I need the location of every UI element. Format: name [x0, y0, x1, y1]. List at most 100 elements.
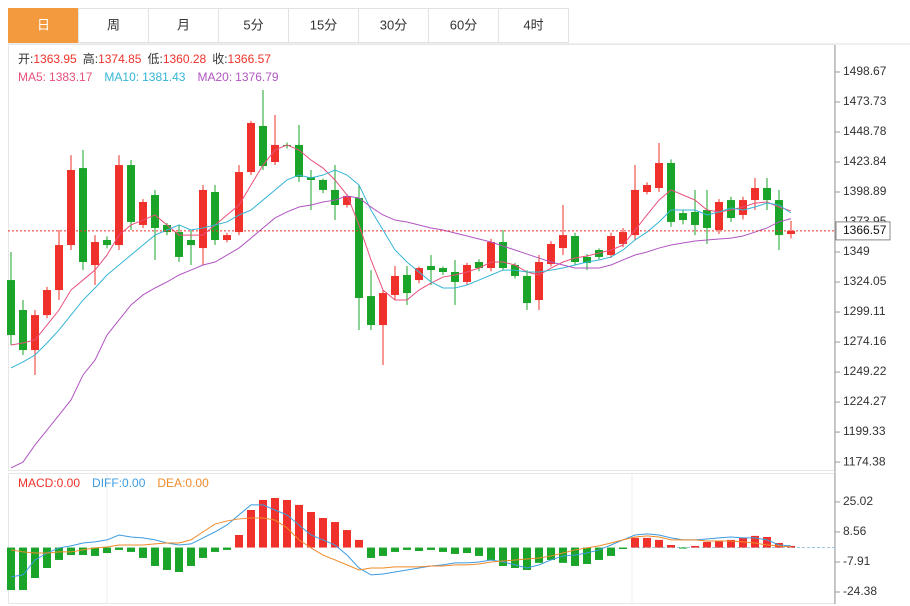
tab-label[interactable]: 月: [177, 17, 190, 32]
y-tick-label: 1274.16: [843, 334, 887, 348]
ma-legend-value: 1376.79: [235, 70, 279, 84]
macd-bar: [631, 537, 639, 548]
candle-body: [535, 262, 543, 301]
macd-bar: [223, 547, 231, 550]
macd-bar: [559, 547, 567, 563]
macd-bar: [79, 547, 87, 556]
macd-bar: [355, 539, 363, 548]
macd-bar: [367, 547, 375, 558]
candle-body: [427, 265, 435, 271]
macd-bar: [91, 547, 99, 556]
candle-body: [331, 189, 339, 205]
macd-legend-value: 0.00: [122, 476, 146, 490]
candle-body: [139, 201, 147, 225]
candle-body: [271, 144, 279, 163]
info-value: 1366.57: [228, 52, 272, 66]
macd-bar: [175, 547, 183, 572]
candle-body: [79, 168, 87, 263]
macd-bar: [451, 547, 459, 554]
candle-body: [295, 144, 303, 177]
macd-bar: [307, 512, 315, 548]
candle-body: [199, 189, 207, 249]
macd-bar: [67, 547, 75, 556]
macd-legend-value: 0.00: [185, 476, 209, 490]
candle-body: [367, 296, 375, 326]
y-tick-label: 1224.27: [843, 394, 887, 408]
candle-body: [631, 189, 639, 236]
macd-bar: [667, 545, 675, 548]
macd-bar: [295, 504, 303, 548]
macd-bar: [103, 547, 111, 554]
candle-body: [547, 243, 555, 265]
info-label: 低:: [147, 52, 162, 66]
tab-label[interactable]: 15分: [310, 17, 337, 32]
tab[interactable]: [8, 8, 79, 43]
macd-bar: [463, 547, 471, 554]
macd-bar: [391, 547, 399, 552]
macd-bar: [583, 547, 591, 564]
y-tick-label: 1174.38: [843, 454, 886, 468]
macd-bar: [703, 541, 711, 548]
y-tick-label: 1249.22: [843, 364, 887, 378]
candle-body: [667, 163, 675, 222]
macd-bar: [571, 547, 579, 566]
y-tick-label: 1448.78: [843, 124, 887, 138]
candle-body: [235, 172, 243, 233]
tab-label[interactable]: 4时: [523, 17, 543, 32]
y-tick-label: 1349: [843, 244, 870, 258]
macd-bar: [163, 547, 171, 570]
info-label: 高:: [83, 51, 98, 66]
tab[interactable]: [218, 8, 289, 43]
macd-bar: [607, 547, 615, 556]
ma-legend-value: 1383.17: [49, 70, 93, 84]
macd-bar: [199, 547, 207, 558]
macd-line: [10, 517, 792, 571]
candle-body: [559, 235, 567, 249]
candle-body: [163, 224, 171, 233]
y-tick-label: 1199.33: [843, 424, 886, 438]
tab-label[interactable]: 30分: [380, 17, 407, 32]
tab-label[interactable]: 5分: [243, 17, 263, 32]
tab-label[interactable]: 日: [37, 17, 50, 32]
macd-bar: [427, 547, 435, 550]
candle-body: [439, 268, 447, 272]
candle-body: [571, 236, 579, 263]
candle-body: [499, 242, 507, 269]
macd-bar: [415, 547, 423, 552]
macd-bar: [487, 547, 495, 560]
macd-bar: [763, 536, 771, 548]
tab-label[interactable]: 周: [107, 17, 120, 32]
macd-bar: [19, 547, 27, 591]
candle-body: [415, 268, 423, 281]
candle-body: [187, 239, 195, 246]
ma-line: [10, 195, 792, 469]
candle-body: [487, 242, 495, 269]
macd-bar: [715, 540, 723, 548]
candle-body: [103, 239, 111, 246]
candle-body: [763, 188, 771, 201]
candle-body: [259, 125, 267, 167]
tab-label[interactable]: 60分: [450, 17, 477, 32]
macd-bar: [691, 545, 699, 548]
macd-bar: [187, 547, 195, 566]
macd-bar: [643, 537, 651, 548]
macd-bar: [331, 522, 339, 548]
candle-body: [19, 310, 27, 351]
y-tick-label: 1324.05: [843, 274, 887, 288]
candle-body: [91, 242, 99, 266]
candle-body: [751, 188, 759, 201]
candle-body: [319, 179, 327, 190]
y-tick-label: 1398.89: [843, 184, 887, 198]
candle-body: [679, 213, 687, 221]
macd-bar: [319, 518, 327, 548]
tab[interactable]: [428, 8, 499, 43]
macd-bar: [247, 510, 255, 548]
candle-body: [583, 256, 591, 263]
candle-body: [55, 245, 63, 291]
ma-legend-name: MA10:: [104, 70, 139, 84]
macd-bar: [511, 547, 519, 568]
candle-body: [787, 230, 795, 235]
candle-body: [115, 165, 123, 246]
tab[interactable]: [498, 8, 569, 43]
macd-bar: [211, 547, 219, 552]
